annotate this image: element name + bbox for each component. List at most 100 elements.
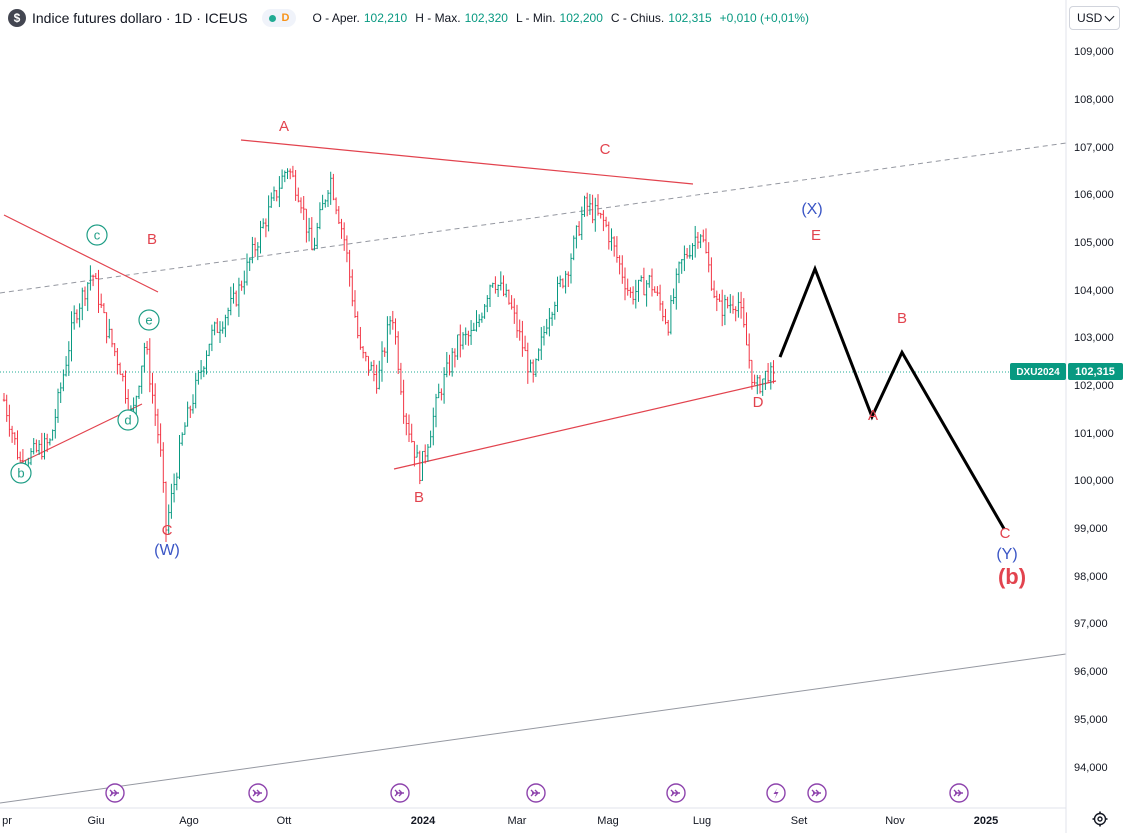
candle xyxy=(683,245,686,272)
candle xyxy=(386,316,389,363)
candle xyxy=(704,228,708,254)
gear-icon[interactable] xyxy=(1092,811,1108,827)
candle xyxy=(715,290,718,312)
candle xyxy=(143,342,146,373)
candle xyxy=(748,333,751,369)
event-markers[interactable] xyxy=(105,783,969,803)
candle xyxy=(553,301,556,320)
label-circle xyxy=(86,224,108,246)
candle xyxy=(464,327,467,345)
label-circle xyxy=(117,409,139,431)
candle xyxy=(685,247,689,259)
candle xyxy=(699,234,702,249)
candle xyxy=(294,170,297,201)
candle xyxy=(413,440,416,467)
candle xyxy=(297,187,300,203)
candle xyxy=(334,197,338,215)
event-arrow-icon[interactable] xyxy=(248,783,268,803)
candle xyxy=(737,292,740,318)
candle xyxy=(159,423,162,457)
price-tick-label: 97,000 xyxy=(1074,618,1108,630)
candle xyxy=(672,288,675,305)
candle xyxy=(618,255,621,275)
candle xyxy=(731,295,735,314)
event-arrow-icon[interactable] xyxy=(807,783,827,803)
label-text: b xyxy=(17,465,24,480)
candle xyxy=(712,280,716,299)
price-tick-label: 106,000 xyxy=(1074,189,1114,201)
price-tick-label: 108,000 xyxy=(1074,94,1114,106)
candle xyxy=(388,316,392,335)
wave-trend-line xyxy=(240,139,694,185)
candle xyxy=(559,275,562,288)
candle xyxy=(253,237,257,257)
candle xyxy=(399,362,403,395)
candle xyxy=(478,314,481,328)
candle xyxy=(626,278,629,296)
candle xyxy=(259,220,262,254)
candle xyxy=(191,394,195,414)
candle xyxy=(756,374,759,395)
candle xyxy=(307,217,311,242)
candle xyxy=(410,423,413,443)
candle xyxy=(602,210,605,232)
event-arrow-icon[interactable] xyxy=(526,783,546,803)
candle xyxy=(532,359,535,383)
candle xyxy=(305,208,308,243)
event-arrow-icon[interactable] xyxy=(666,783,686,803)
open-value: 102,210 xyxy=(363,11,408,25)
candle xyxy=(721,289,724,327)
wave-label-blue: (W) xyxy=(154,542,180,559)
currency-select[interactable]: USD xyxy=(1069,6,1120,30)
event-lightning-icon[interactable] xyxy=(766,783,786,803)
candle xyxy=(202,366,205,378)
status-pill[interactable]: D xyxy=(261,9,297,27)
candle xyxy=(48,438,52,446)
candle xyxy=(262,218,265,229)
candle xyxy=(75,309,79,324)
candle xyxy=(70,311,73,362)
candle xyxy=(707,242,710,273)
time-tick-label: Giu xyxy=(87,815,104,827)
price-tick-label: 101,000 xyxy=(1074,428,1114,440)
candle xyxy=(397,331,400,375)
event-arrow-icon[interactable] xyxy=(390,783,410,803)
time-tick-label: pr xyxy=(2,815,12,827)
candle xyxy=(472,322,475,331)
candle xyxy=(564,270,567,294)
candle xyxy=(432,407,435,446)
candle xyxy=(456,334,459,360)
candle xyxy=(210,324,214,352)
candle xyxy=(213,321,216,336)
candle xyxy=(316,222,319,250)
wave-label-circled: d xyxy=(117,409,139,431)
event-arrow-icon[interactable] xyxy=(949,783,969,803)
candle xyxy=(337,206,340,225)
candle xyxy=(483,304,486,319)
event-arrow-icon[interactable] xyxy=(105,783,125,803)
wave-label-red: C xyxy=(1000,525,1011,542)
candle xyxy=(426,444,430,462)
candle xyxy=(710,257,713,291)
symbol-title[interactable]: Indice futures dollaro · 1D · ICEUS xyxy=(32,10,248,26)
candle xyxy=(448,354,451,376)
candle xyxy=(502,275,505,297)
candle xyxy=(208,343,211,357)
candle xyxy=(429,430,432,448)
green-dot-icon xyxy=(268,14,276,22)
candle xyxy=(421,450,424,481)
candle xyxy=(742,298,745,328)
candle xyxy=(8,404,11,437)
candle xyxy=(453,348,457,368)
close-label: C - Chius. xyxy=(610,11,665,25)
candle xyxy=(289,168,292,180)
candle xyxy=(105,312,108,344)
candle xyxy=(108,318,111,339)
open-label: O - Aper. xyxy=(312,11,360,25)
candle xyxy=(43,432,46,460)
price-tick-label: 99,000 xyxy=(1074,523,1108,535)
candle xyxy=(599,212,602,219)
arrow-glyph xyxy=(811,789,821,797)
